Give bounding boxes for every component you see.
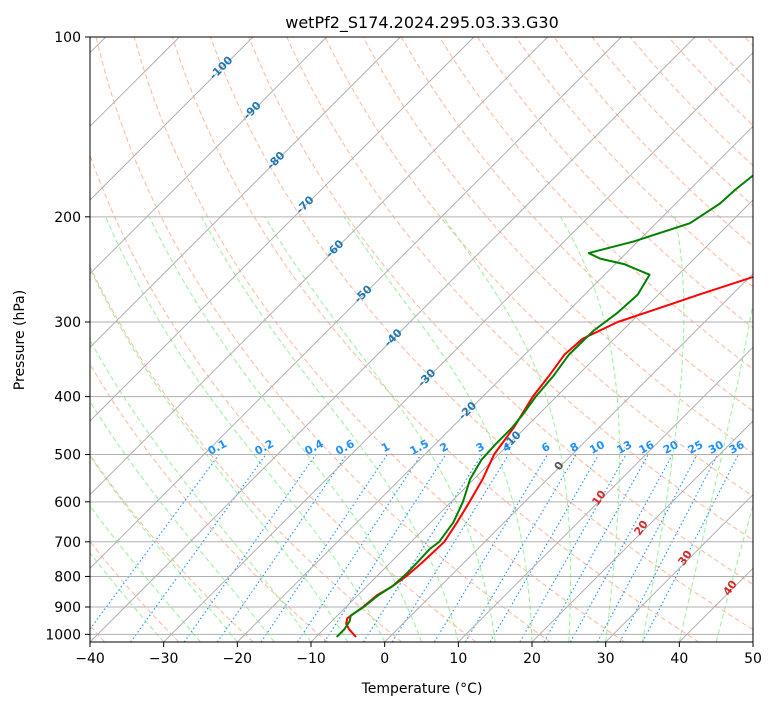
dry-adiabat-line xyxy=(210,37,753,631)
isotherm-line xyxy=(384,272,753,642)
x-tick-label: −40 xyxy=(75,651,105,667)
dry-adiabat-line xyxy=(90,540,180,642)
mixing-ratio-line xyxy=(391,454,510,642)
y-tick-label: 100 xyxy=(54,30,81,46)
isotherm-line xyxy=(90,37,549,496)
isotherm-line xyxy=(236,125,753,642)
dry-adiabat-line xyxy=(400,37,753,412)
moist-adiabat-line xyxy=(343,216,533,642)
mixing-ratio-label: 25 xyxy=(686,438,706,457)
y-tick-label: 500 xyxy=(54,448,81,464)
moist-adiabat-line xyxy=(90,504,201,642)
isotherm-line xyxy=(90,37,622,570)
dry-adiabat-line xyxy=(90,153,477,642)
x-tick-label: 0 xyxy=(380,651,389,667)
x-tick-label: 40 xyxy=(670,651,688,667)
y-tick-label: 700 xyxy=(54,535,81,551)
dewpoint-profile xyxy=(336,174,753,638)
mixing-ratio-line xyxy=(297,454,422,642)
moist-adiabat-line xyxy=(200,216,459,642)
isotherm-line xyxy=(90,37,696,642)
moist-adiabat-line xyxy=(90,267,349,642)
mixing-ratio-line xyxy=(433,454,548,642)
moist-adiabat-line xyxy=(90,339,312,642)
x-tick-label: 20 xyxy=(523,651,541,667)
mixing-ratio-label: 36 xyxy=(727,438,747,457)
x-axis-label: Temperature (°C) xyxy=(361,681,483,697)
x-axis: −40 −30 −20 −10 0 10 20 30 40 50 xyxy=(75,642,762,667)
x-tick-label: 10 xyxy=(449,651,467,667)
mixing-ratio-label: 13 xyxy=(615,438,635,457)
isotherm-line xyxy=(310,199,753,642)
dry-adiabats xyxy=(90,37,753,642)
moist-adiabats xyxy=(90,216,753,642)
isotherm-line xyxy=(90,37,328,275)
moist-adiabat-line xyxy=(90,455,238,642)
x-tick-label: 30 xyxy=(597,651,615,667)
mixing-ratio-line xyxy=(642,454,739,642)
x-tick-label: −30 xyxy=(149,651,179,667)
mixing-ratio-line xyxy=(90,454,220,631)
mixing-ratio-line xyxy=(362,454,483,642)
moist-adiabat-line xyxy=(642,216,685,642)
mixing-ratio-line xyxy=(489,454,600,642)
mixing-ratio-line xyxy=(130,454,267,642)
mixing-ratio-line xyxy=(596,454,698,642)
moist-adiabat-line xyxy=(715,503,753,642)
dry-adiabat-line xyxy=(171,37,700,642)
y-tick-label: 300 xyxy=(54,315,81,331)
y-tick-label: 900 xyxy=(54,600,81,616)
y-tick-label: 600 xyxy=(54,495,81,511)
dry-adiabat-line xyxy=(90,363,328,642)
isotherm-line xyxy=(163,51,753,642)
moist-adiabat-line xyxy=(148,216,422,642)
y-tick-label: 800 xyxy=(54,569,81,585)
dry-adiabat-line xyxy=(286,37,753,541)
y-tick-label: 1000 xyxy=(45,627,81,643)
y-tick-label: 400 xyxy=(54,390,81,406)
y-axis-label: Pressure (hPa) xyxy=(12,290,28,390)
mixing-ratio-label: 10 xyxy=(587,438,607,457)
chart-title: wetPf2_S174.2024.295.03.33.G30 xyxy=(285,13,559,33)
dry-adiabat-line xyxy=(90,265,403,642)
mixing-ratio-line xyxy=(464,454,577,642)
dry-adiabat-line xyxy=(95,37,551,642)
dry-adiabat-line xyxy=(248,37,753,586)
skewed-isotherms xyxy=(90,37,753,642)
mixing-ratio-label: 16 xyxy=(637,438,657,457)
dry-adiabat-line xyxy=(324,37,753,498)
dry-adiabat-line xyxy=(362,37,753,455)
isobar-gridlines xyxy=(90,37,753,635)
plot-frame xyxy=(89,36,754,643)
isotherm-line xyxy=(457,346,753,642)
isotherm-line xyxy=(90,37,254,201)
isotherm-line xyxy=(531,420,753,642)
moist-adiabat-line xyxy=(90,400,275,642)
mixing-ratio-line xyxy=(260,454,388,642)
profile-series xyxy=(336,174,753,638)
isotherm-line xyxy=(605,493,753,642)
dry-adiabat-line xyxy=(133,37,625,642)
x-tick-label: −10 xyxy=(296,651,326,667)
isotherm-line xyxy=(90,37,475,422)
moist-adiabat-line xyxy=(678,300,753,642)
moist-adiabat-line xyxy=(90,552,165,642)
dry-adiabat-line xyxy=(439,37,753,370)
mixing-ratio-label: 30 xyxy=(706,438,726,457)
isotherm-line xyxy=(90,37,401,349)
mixing-ratio-label: 20 xyxy=(661,438,681,457)
dry-adiabat-line xyxy=(90,453,254,642)
mixing-ratio-line xyxy=(619,454,719,642)
y-axis: 1000 900 800 700 600 500 400 300 200 100 xyxy=(45,30,90,643)
moist-adiabat-line xyxy=(560,216,621,642)
x-tick-label: −20 xyxy=(223,651,253,667)
plot-area xyxy=(90,37,753,642)
mixing-ratio-lines xyxy=(90,454,739,642)
x-tick-label: 50 xyxy=(744,651,762,667)
y-tick-label: 200 xyxy=(54,210,81,226)
mixing-ratio-line xyxy=(323,454,447,642)
